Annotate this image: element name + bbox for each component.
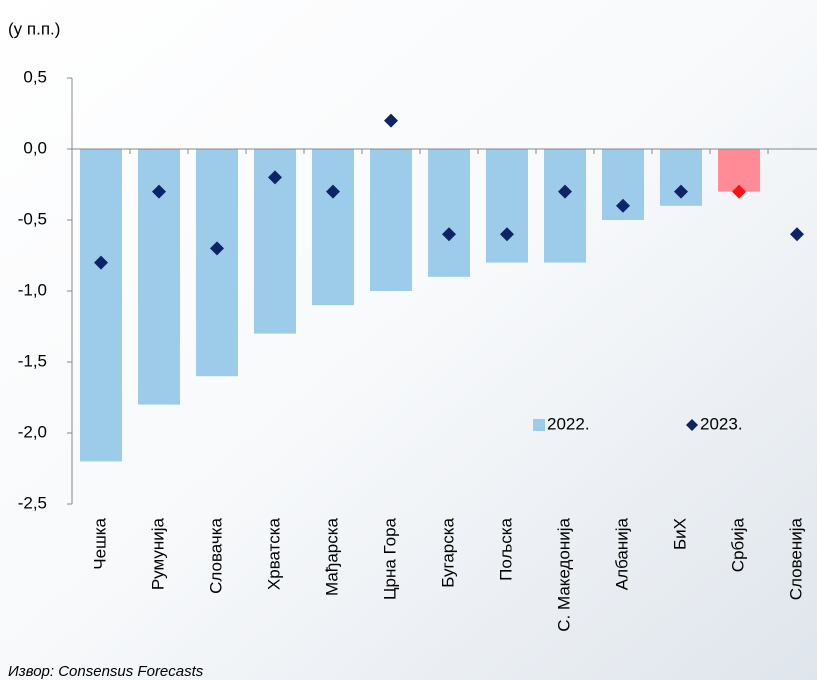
x-tick-label: Бугарска — [438, 517, 457, 587]
x-tick-label: Словачка — [206, 517, 225, 593]
x-tick-label: БиХ — [670, 518, 689, 550]
x-tick-label: Хрватска — [264, 517, 283, 590]
x-tick-label: Чешка — [90, 517, 109, 569]
bar — [196, 149, 238, 376]
bar — [312, 149, 354, 305]
chart-title: (у п.п.) — [8, 19, 60, 38]
y-tick-label: -2,5 — [18, 493, 47, 512]
page: (у п.п.) Извор: Consensus Forecasts 0,5 0… — [0, 0, 817, 680]
bar — [80, 149, 122, 461]
x-tick-label: Црна Гора — [380, 517, 399, 600]
y-tick-label: -0,5 — [18, 209, 47, 228]
x-tick-label: Србија — [728, 517, 747, 572]
x-tick-label: Пољска — [496, 517, 515, 580]
y-tick-label: 0,0 — [23, 138, 47, 157]
bar — [486, 149, 528, 263]
legend-label: 2023. — [700, 414, 743, 433]
bar — [370, 149, 412, 291]
x-tick-label: Словенија — [786, 517, 805, 600]
chart: (у п.п.) Извор: Consensus Forecasts 0,5 0… — [0, 0, 817, 680]
y-tick-label: 0,5 — [23, 67, 47, 86]
x-tick-label: Албанија — [612, 517, 631, 590]
x-tick-label: Мађарска — [322, 517, 341, 595]
bar — [544, 149, 586, 263]
background — [0, 0, 817, 680]
y-tick-label: -1,0 — [18, 280, 47, 299]
source-note: Извор: Consensus Forecasts — [8, 663, 204, 680]
x-tick-label: С. Македонија — [554, 517, 573, 631]
bar — [428, 149, 470, 277]
legend-label: 2022. — [547, 414, 590, 433]
legend-swatch — [533, 419, 545, 431]
y-tick-label: -2,0 — [18, 422, 47, 441]
x-tick-label: Румунија — [148, 517, 167, 590]
y-tick-label: -1,5 — [18, 351, 47, 370]
